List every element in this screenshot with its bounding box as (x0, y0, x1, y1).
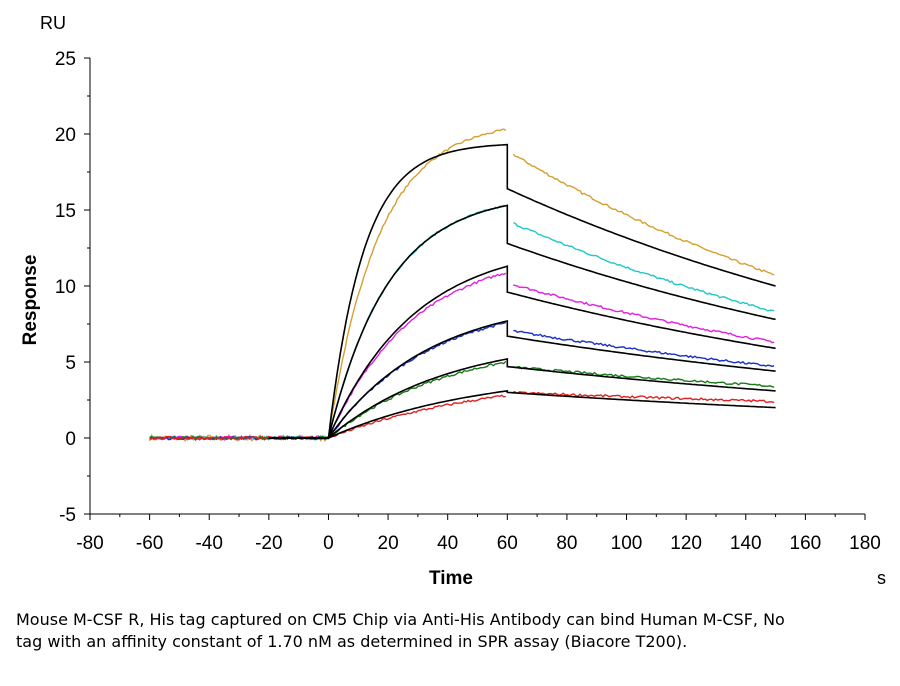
y-tick-label: 20 (55, 125, 76, 146)
series-2-line (149, 204, 775, 441)
fit-curves (268, 143, 776, 439)
x-tick-label: 180 (849, 533, 881, 554)
x-tick-label: 80 (556, 533, 577, 554)
x-tick-label: 60 (497, 533, 518, 554)
x-unit-label: s (877, 568, 886, 588)
x-tick-label: 20 (378, 533, 399, 554)
series-1-fit-line (268, 143, 776, 439)
x-tick-label: 40 (437, 533, 458, 554)
axes: -5 0 5 10 15 20 25 -80 -60 -40 -20 0 20 40 60 80 100 120 1… (55, 49, 881, 554)
y-tick-label: 0 (65, 429, 76, 450)
series-4-fit-line (268, 319, 776, 439)
x-tick-label: 120 (670, 533, 702, 554)
x-tick-label: 160 (790, 533, 822, 554)
y-unit-label: RU (40, 13, 66, 33)
series-5-fit-line (268, 358, 776, 439)
y-tick-label: 15 (55, 201, 76, 222)
x-tick-label: -60 (136, 533, 163, 554)
series-1-line (148, 128, 775, 443)
spr-sensorgram-chart: -5 0 5 10 15 20 25 -80 -60 -40 -20 0 20 40 60 80 100 120 1… (20, 13, 886, 589)
curves (148, 128, 775, 443)
series-5-line (149, 360, 775, 441)
x-tick-label: 0 (323, 533, 334, 554)
series-3-fit-line (268, 265, 776, 439)
series-4-line (149, 322, 775, 441)
series-6-fit-line (268, 389, 776, 439)
series-2-fit-line (268, 204, 776, 439)
y-tick-label: 25 (55, 49, 76, 70)
x-tick-label: 100 (611, 533, 643, 554)
x-tick-label: -80 (76, 533, 103, 554)
y-tick-label: 10 (55, 277, 76, 298)
x-tick-label: 140 (730, 533, 762, 554)
x-tick-label: -40 (195, 533, 222, 554)
y-tick-label: -5 (59, 505, 76, 526)
x-axis-title: Time (429, 568, 473, 589)
x-tick-label: -20 (255, 533, 282, 554)
y-axis-title: Response (20, 255, 41, 346)
y-tick-label: 5 (65, 353, 76, 374)
figure-caption: Mouse M-CSF R, His tag captured on CM5 C… (16, 610, 785, 651)
